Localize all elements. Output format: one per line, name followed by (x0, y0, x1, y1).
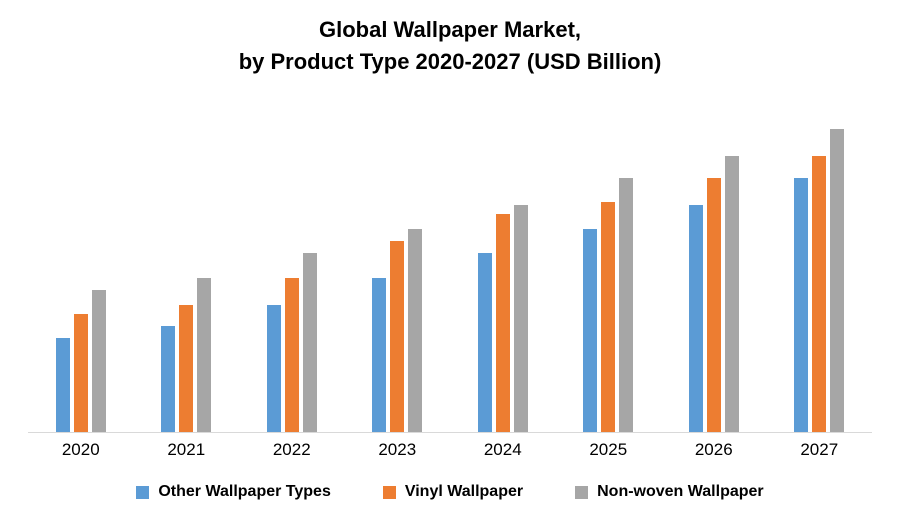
bar-2026-other-wallpaper-types (688, 204, 703, 432)
plot-wrap: 2020 2021 2022 2023 2024 2025 2026 2027 (0, 78, 900, 463)
bar-group-2023 (345, 114, 451, 432)
bar-2025-vinyl-wallpaper (601, 201, 616, 432)
legend-item-non-woven-wallpaper: Non-woven Wallpaper (575, 483, 764, 501)
x-axis: 2020 2021 2022 2023 2024 2025 2026 2027 (28, 440, 872, 460)
bar-group-2022 (239, 114, 345, 432)
legend-label: Non-woven Wallpaper (597, 483, 764, 500)
x-tick-label-2023: 2023 (378, 439, 417, 459)
x-tick-label-2021: 2021 (167, 439, 206, 459)
bar-2027-vinyl-wallpaper (812, 155, 827, 432)
chart-title-line1: Global Wallpaper Market, (318, 17, 582, 42)
bar-group-2024 (450, 114, 556, 432)
x-tick-label-2022: 2022 (272, 439, 311, 459)
legend-swatch-icon (136, 485, 150, 499)
bar-2025-non-woven-wallpaper (619, 177, 634, 432)
bar-group-2026 (661, 114, 767, 432)
legend-swatch-icon (382, 485, 396, 499)
bar-2020-non-woven-wallpaper (91, 289, 106, 432)
bar-group-2025 (556, 114, 662, 432)
x-tick-label-2025: 2025 (589, 439, 628, 459)
x-tick-label-2024: 2024 (483, 439, 522, 459)
x-tick-label-2020: 2020 (61, 439, 100, 459)
bar-2024-non-woven-wallpaper (513, 204, 528, 432)
bar-2023-non-woven-wallpaper (408, 228, 423, 432)
bar-2027-non-woven-wallpaper (830, 128, 845, 432)
bar-group-2021 (134, 114, 240, 432)
bar-2022-vinyl-wallpaper (284, 277, 299, 432)
bar-2020-vinyl-wallpaper (73, 313, 88, 432)
bar-2021-vinyl-wallpaper (179, 304, 194, 432)
bar-2027-other-wallpaper-types (794, 177, 809, 432)
bar-2026-non-woven-wallpaper (724, 155, 739, 432)
chart-title: Global Wallpaper Market, by Product Type… (0, 14, 900, 78)
legend-swatch-icon (575, 485, 589, 499)
x-tick-label-2026: 2026 (694, 439, 733, 459)
bar-2024-vinyl-wallpaper (495, 213, 510, 432)
bar-2021-non-woven-wallpaper (197, 277, 212, 432)
bar-2024-other-wallpaper-types (477, 252, 492, 432)
bar-2025-other-wallpaper-types (583, 228, 598, 432)
bar-2021-other-wallpaper-types (161, 325, 176, 432)
bar-2020-other-wallpaper-types (55, 337, 70, 432)
bar-2023-vinyl-wallpaper (390, 240, 405, 432)
bar-group-2027 (767, 114, 873, 432)
plot-area (28, 114, 872, 433)
legend: Other Wallpaper Types Vinyl Wallpaper Non-… (0, 483, 900, 501)
legend-item-vinyl-wallpaper: Vinyl Wallpaper (382, 483, 524, 501)
bar-2023-other-wallpaper-types (372, 277, 387, 432)
bar-group-2020 (28, 114, 134, 432)
legend-label: Other Wallpaper Types (158, 483, 331, 500)
bar-2022-non-woven-wallpaper (302, 252, 317, 432)
bar-2026-vinyl-wallpaper (706, 177, 721, 432)
legend-item-other-wallpaper-types: Other Wallpaper Types (136, 483, 331, 501)
legend-label: Vinyl Wallpaper (404, 483, 524, 500)
bar-2022-other-wallpaper-types (266, 304, 281, 432)
x-tick-label-2027: 2027 (800, 439, 839, 459)
chart-title-line2: by Product Type 2020-2027 (USD Billion) (238, 48, 662, 74)
